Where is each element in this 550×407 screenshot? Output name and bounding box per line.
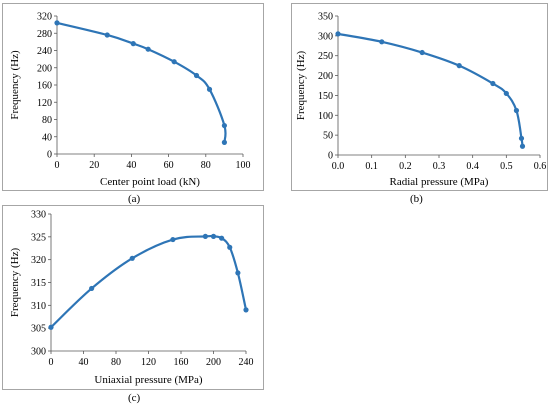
y-tick-label-c: 320	[31, 255, 46, 266]
y-tick-label-b: 250	[318, 51, 333, 62]
data-point-a	[221, 122, 227, 129]
x-tick-label-b: 0.5	[500, 161, 513, 172]
y-tick-label-a: 80	[42, 115, 52, 126]
x-tick-label-b: 0.3	[433, 161, 446, 172]
data-point-b	[513, 107, 520, 114]
x-tick-label-a: 20	[89, 160, 99, 171]
data-point-a	[104, 32, 110, 38]
y-tick-label-b: 50	[323, 131, 333, 142]
x-tick-label-b: 0.0	[332, 161, 345, 172]
data-point-a	[171, 59, 177, 65]
x-tick-label-c: 160	[174, 357, 189, 368]
data-point-b	[490, 80, 496, 87]
x-tick-label-c: 200	[206, 357, 221, 368]
data-point-a	[130, 41, 136, 47]
x-tick-label-c: 80	[111, 357, 121, 368]
y-tick-label-a: 200	[37, 63, 52, 74]
x-tick-label-b: 0.2	[399, 161, 412, 172]
y-tick-label-b: 300	[318, 31, 333, 42]
x-tick-label-a: 0	[55, 160, 60, 171]
y-tick-label-a: 320	[37, 12, 52, 23]
y-tick-label-c: 325	[31, 232, 46, 243]
y-axis-label-c: Frequency (Hz)	[9, 248, 21, 318]
chart-b-frame	[291, 3, 548, 191]
x-tick-label-b: 0.4	[466, 161, 479, 172]
data-point-c	[227, 244, 233, 250]
series-line-c	[50, 234, 248, 329]
x-axis-label-b: Radial pressure (MPa)	[390, 176, 489, 188]
y-axis-label-a: Frequency (Hz)	[9, 50, 21, 120]
data-point-b	[456, 63, 462, 69]
y-tick-label-b: 350	[318, 12, 333, 23]
data-point-c	[48, 324, 54, 330]
y-tick-label-c: 315	[31, 278, 46, 289]
y-tick-label-b: 150	[318, 91, 333, 102]
data-point-a	[221, 139, 227, 145]
y-tick-label-c: 310	[31, 301, 46, 312]
caption-a: (a)	[128, 193, 141, 205]
x-tick-label-a: 80	[201, 160, 211, 171]
data-point-b	[503, 90, 509, 97]
data-point-a	[193, 72, 200, 79]
y-tick-label-a: 280	[37, 29, 52, 40]
data-point-c	[210, 233, 217, 239]
y-tick-label-a: 160	[37, 81, 52, 92]
data-point-c	[202, 233, 208, 239]
y-tick-label-b: 200	[318, 71, 333, 82]
x-tick-label-a: 100	[236, 160, 251, 171]
chart-a-frame	[2, 3, 264, 191]
data-point-a	[54, 20, 60, 26]
data-point-b	[519, 143, 526, 149]
data-point-b	[335, 31, 341, 37]
series-line-a	[56, 21, 227, 143]
data-point-c	[243, 307, 249, 313]
y-tick-label-a: 120	[37, 98, 52, 109]
x-tick-label-c: 0	[49, 357, 54, 368]
data-point-a	[145, 46, 151, 52]
chart-c-frame	[2, 205, 264, 390]
y-tick-label-c: 305	[31, 324, 46, 335]
x-tick-label-c: 40	[79, 357, 89, 368]
y-tick-label-a: 0	[47, 150, 52, 161]
y-tick-label-a: 240	[37, 46, 52, 57]
x-axis-label-a: Center point load (kN)	[100, 176, 200, 188]
data-point-c	[89, 285, 95, 292]
y-tick-label-b: 0	[328, 151, 333, 162]
x-tick-label-c: 240	[239, 357, 254, 368]
data-point-c	[170, 236, 176, 243]
data-point-c	[235, 270, 241, 276]
data-point-b	[518, 135, 525, 141]
data-point-c	[219, 235, 225, 241]
data-point-a	[206, 86, 213, 92]
x-tick-label-b: 0.6	[534, 161, 547, 172]
series-line-b	[337, 32, 524, 147]
y-tick-label-c: 300	[31, 347, 46, 358]
x-tick-label-a: 60	[164, 160, 174, 171]
data-point-c	[129, 255, 135, 261]
caption-b: (b)	[410, 193, 423, 205]
y-tick-label-c: 330	[31, 210, 46, 221]
y-axis-label-b: Frequency (Hz)	[295, 51, 307, 121]
caption-c: (c)	[128, 392, 141, 404]
y-tick-label-b: 100	[318, 111, 333, 122]
x-tick-label-c: 120	[141, 357, 156, 368]
y-tick-label-a: 40	[42, 132, 52, 143]
data-point-b	[419, 49, 425, 56]
x-tick-label-a: 40	[126, 160, 136, 171]
data-point-b	[379, 39, 385, 45]
x-axis-label-c: Uniaxial pressure (MPa)	[94, 374, 202, 386]
x-tick-label-b: 0.1	[365, 161, 378, 172]
